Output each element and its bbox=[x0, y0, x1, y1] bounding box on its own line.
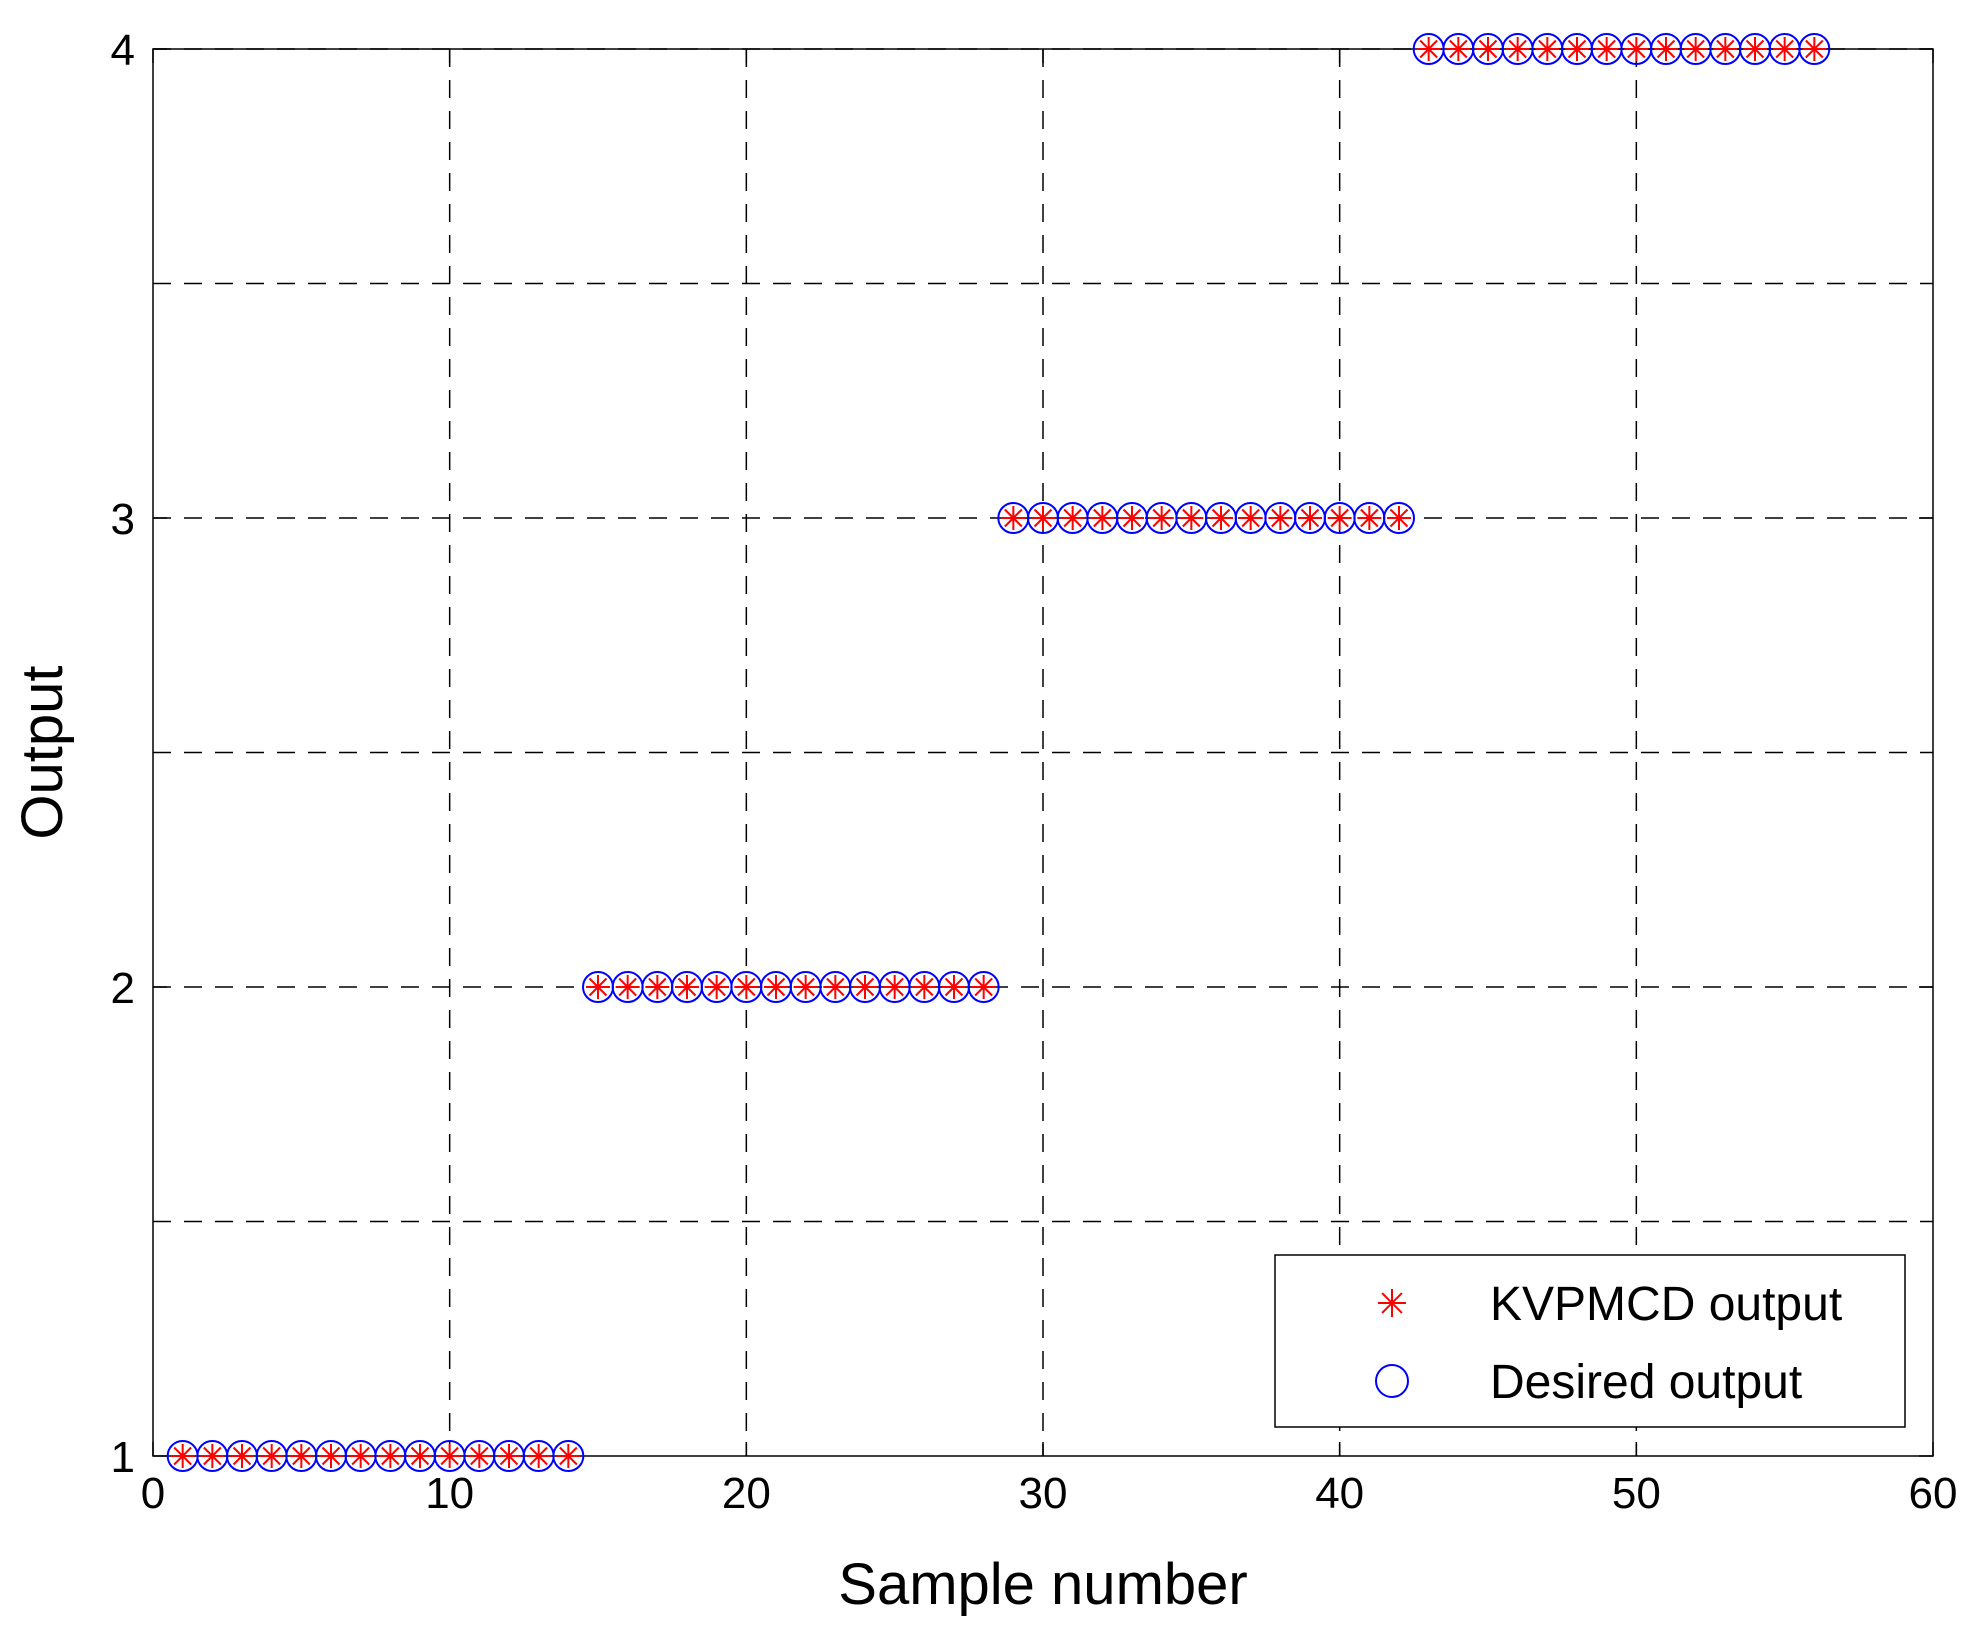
kvpmcd-output-point bbox=[1565, 37, 1589, 61]
kvpmcd-output-point bbox=[615, 975, 640, 999]
kvpmcd-output-point bbox=[1446, 37, 1471, 61]
kvpmcd-output-point bbox=[1743, 37, 1767, 61]
kvpmcd-output-point bbox=[942, 975, 966, 999]
x-tick-label: 20 bbox=[722, 1469, 771, 1518]
legend-box bbox=[1274, 1254, 1906, 1428]
x-tick-label: 30 bbox=[1019, 1469, 1068, 1518]
kvpmcd-output-point bbox=[1713, 37, 1738, 61]
legend-circle-icon bbox=[1375, 1364, 1409, 1398]
legend-asterisk-icon bbox=[1378, 1289, 1406, 1317]
kvpmcd-output-point bbox=[1802, 37, 1827, 61]
kvpmcd-output-point bbox=[1179, 506, 1204, 530]
desired-output-point bbox=[1798, 33, 1831, 65]
kvpmcd-output-point bbox=[764, 975, 788, 999]
kvpmcd-output-point bbox=[1120, 506, 1144, 530]
kvpmcd-output-point bbox=[1090, 506, 1115, 530]
kvpmcd-output-point bbox=[200, 1444, 225, 1468]
kvpmcd-output-point bbox=[1505, 37, 1530, 61]
kvpmcd-output-point bbox=[1298, 506, 1322, 530]
kvpmcd-output-point bbox=[912, 975, 937, 999]
kvpmcd-output-point bbox=[882, 975, 907, 999]
x-tick-label: 0 bbox=[141, 1469, 165, 1518]
desired-output-point bbox=[552, 1440, 585, 1472]
kvpmcd-output-point bbox=[1772, 37, 1797, 61]
x-tick-label: 10 bbox=[425, 1469, 474, 1518]
legend-asterisk-mark bbox=[1378, 1289, 1406, 1317]
kvpmcd-output-point bbox=[289, 1444, 314, 1468]
y-tick-label: 1 bbox=[111, 1433, 135, 1482]
kvpmcd-output-point bbox=[1357, 506, 1382, 530]
kvpmcd-output-point bbox=[230, 1444, 254, 1468]
kvpmcd-output-point bbox=[793, 975, 818, 999]
kvpmcd-output-point bbox=[1535, 37, 1560, 61]
kvpmcd-output-point bbox=[1683, 37, 1708, 61]
kvpmcd-output-point bbox=[408, 1444, 432, 1468]
data-markers bbox=[166, 33, 1831, 1472]
kvpmcd-output-point bbox=[1149, 506, 1174, 530]
kvpmcd-output-point bbox=[1594, 37, 1619, 61]
desired-output-point bbox=[967, 971, 1000, 1003]
kvpmcd-output-point bbox=[645, 975, 670, 999]
kvpmcd-output-point bbox=[586, 975, 610, 999]
kvpmcd-output-point bbox=[378, 1444, 403, 1468]
kvpmcd-output-point bbox=[1268, 506, 1293, 530]
kvpmcd-output-point bbox=[259, 1444, 284, 1468]
y-tick-label: 2 bbox=[111, 964, 135, 1013]
desired-output-point bbox=[1383, 502, 1415, 534]
x-axis-label: Sample number bbox=[838, 1552, 1247, 1617]
x-tick-label: 50 bbox=[1612, 1469, 1661, 1518]
kvpmcd-output-point bbox=[823, 975, 848, 999]
kvpmcd-output-point bbox=[1209, 506, 1233, 530]
kvpmcd-output-point bbox=[734, 975, 759, 999]
kvpmcd-output-point bbox=[497, 1444, 521, 1468]
kvpmcd-output-point bbox=[675, 975, 699, 999]
kvpmcd-output-point bbox=[971, 975, 996, 999]
x-tick-label: 40 bbox=[1315, 1469, 1364, 1518]
legend-entry-kvpmcd: KVPMCD output bbox=[1490, 1278, 1842, 1331]
kvpmcd-output-point bbox=[1387, 506, 1411, 530]
kvpmcd-output-point bbox=[1031, 506, 1055, 530]
kvpmcd-output-point bbox=[556, 1444, 581, 1468]
kvpmcd-output-point bbox=[467, 1444, 492, 1468]
kvpmcd-output-point bbox=[1060, 506, 1085, 530]
kvpmcd-output-point bbox=[170, 1444, 195, 1468]
kvpmcd-output-point bbox=[1238, 506, 1263, 530]
kvpmcd-output-point bbox=[853, 975, 877, 999]
kvpmcd-output-point bbox=[437, 1444, 462, 1468]
kvpmcd-output-point bbox=[348, 1444, 373, 1468]
kvpmcd-output-point bbox=[1001, 506, 1026, 530]
legend-entry-desired: Desired output bbox=[1490, 1356, 1802, 1409]
kvpmcd-output-point bbox=[1624, 37, 1649, 61]
kvpmcd-output-point bbox=[1416, 37, 1441, 61]
kvpmcd-output-point bbox=[1327, 506, 1352, 530]
y-tick-label: 3 bbox=[111, 495, 135, 544]
kvpmcd-output-point bbox=[1654, 37, 1678, 61]
x-tick-label: 60 bbox=[1909, 1469, 1958, 1518]
kvpmcd-output-point bbox=[1476, 37, 1500, 61]
legend-circle-mark bbox=[1375, 1364, 1409, 1398]
y-axis-label: Output bbox=[10, 665, 75, 839]
axis-ticks: 0 10 20 30 40 50 60 1 2 3 4 bbox=[111, 26, 1958, 1518]
kvpmcd-output-point bbox=[526, 1444, 551, 1468]
y-tick-label: 4 bbox=[111, 26, 135, 75]
kvpmcd-output-point bbox=[704, 975, 729, 999]
kvpmcd-output-point bbox=[319, 1444, 343, 1468]
legend: KVPMCD output Desired output bbox=[1274, 1254, 1906, 1428]
